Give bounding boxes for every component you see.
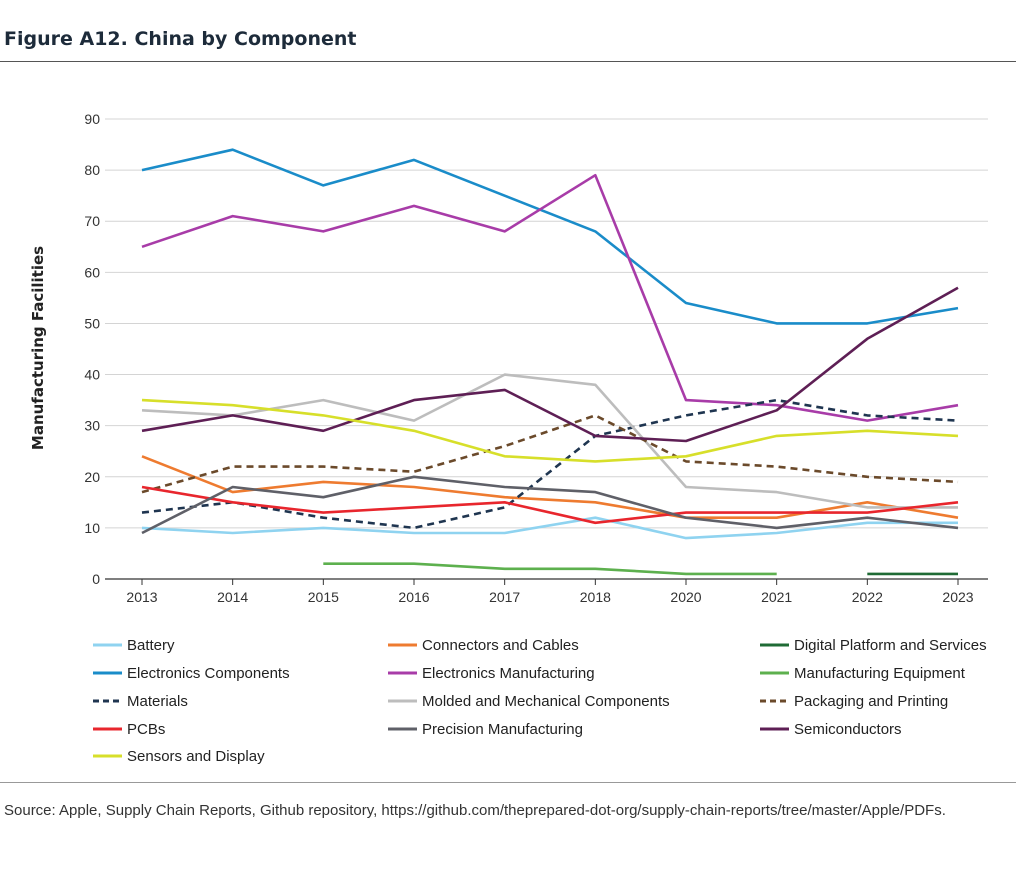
y-tick-label: 70 bbox=[84, 213, 100, 229]
line-chart: 0 10 20 30 40 50 60 70 80 90 2013 2014 2015 2016 2017… bbox=[29, 111, 988, 765]
y-axis-ticks: 0 10 20 30 40 50 60 70 80 90 bbox=[84, 111, 100, 587]
x-axis-ticks: 2013 2014 2015 2016 2017 2018 2020 2021 2022 2023 bbox=[126, 579, 974, 605]
series-line-pcbs bbox=[141, 485, 959, 525]
legend-label-battery: Battery bbox=[127, 637, 175, 654]
legend: Battery Connectors and Cables Digital Plat… bbox=[93, 637, 987, 765]
series-line-electronics-components bbox=[141, 148, 959, 325]
y-tick-label: 0 bbox=[92, 571, 100, 587]
legend-label-manufacturing-equipment: Manufacturing Equipment bbox=[794, 665, 966, 682]
series-line-electronics-manufacturing bbox=[141, 173, 959, 422]
legend-label-molded-and-mechanical-components: Molded and Mechanical Components bbox=[422, 693, 670, 710]
y-tick-label: 60 bbox=[84, 264, 100, 280]
title-divider bbox=[0, 61, 1016, 62]
x-tick-label: 2014 bbox=[217, 589, 248, 605]
x-tick-label: 2020 bbox=[670, 589, 701, 605]
series-line-sensors-and-display bbox=[141, 398, 959, 463]
series-lines bbox=[141, 148, 959, 576]
x-tick-label: 2017 bbox=[489, 589, 520, 605]
legend-label-pcbs: PCBs bbox=[127, 721, 165, 738]
legend-label-digital-platform-and-services: Digital Platform and Services bbox=[794, 637, 987, 654]
x-tick-label: 2023 bbox=[942, 589, 973, 605]
y-tick-label: 90 bbox=[84, 111, 100, 127]
y-axis-title: Manufacturing Facilities bbox=[29, 246, 47, 450]
legend-label-electronics-manufacturing: Electronics Manufacturing bbox=[422, 665, 595, 682]
y-tick-label: 30 bbox=[84, 418, 100, 434]
y-tick-label: 20 bbox=[84, 469, 100, 485]
series-line-connectors-and-cables bbox=[141, 455, 959, 520]
series-line-semiconductors bbox=[141, 286, 959, 443]
legend-label-connectors-and-cables: Connectors and Cables bbox=[422, 637, 579, 654]
x-tick-label: 2021 bbox=[761, 589, 792, 605]
x-tick-label: 2013 bbox=[126, 589, 157, 605]
y-tick-label: 10 bbox=[84, 520, 100, 536]
legend-label-packaging-and-printing: Packaging and Printing bbox=[794, 693, 948, 710]
gridlines bbox=[105, 118, 988, 580]
series-line-molded-and-mechanical-components bbox=[141, 373, 958, 509]
series-line-manufacturing-equipment bbox=[323, 562, 777, 576]
x-tick-label: 2018 bbox=[580, 589, 611, 605]
source-divider bbox=[0, 782, 1016, 783]
x-tick-label: 2016 bbox=[398, 589, 429, 605]
legend-label-semiconductors: Semiconductors bbox=[794, 721, 902, 738]
legend-label-precision-manufacturing: Precision Manufacturing bbox=[422, 721, 583, 738]
y-tick-label: 40 bbox=[84, 367, 100, 383]
y-tick-label: 50 bbox=[84, 315, 100, 331]
source-note: Source: Apple, Supply Chain Reports, Git… bbox=[4, 802, 946, 819]
legend-label-materials: Materials bbox=[127, 693, 188, 710]
series-line-precision-manufacturing bbox=[141, 475, 959, 535]
legend-label-sensors-and-display: Sensors and Display bbox=[127, 748, 265, 765]
series-line-battery bbox=[141, 516, 958, 540]
figure-title: Figure A12. China by Component bbox=[4, 28, 357, 50]
x-tick-label: 2015 bbox=[308, 589, 339, 605]
y-tick-label: 80 bbox=[84, 162, 100, 178]
series-line-packaging-and-printing bbox=[141, 414, 959, 494]
legend-label-electronics-components: Electronics Components bbox=[127, 665, 290, 682]
series-line-materials bbox=[141, 398, 959, 530]
x-tick-label: 2022 bbox=[852, 589, 883, 605]
